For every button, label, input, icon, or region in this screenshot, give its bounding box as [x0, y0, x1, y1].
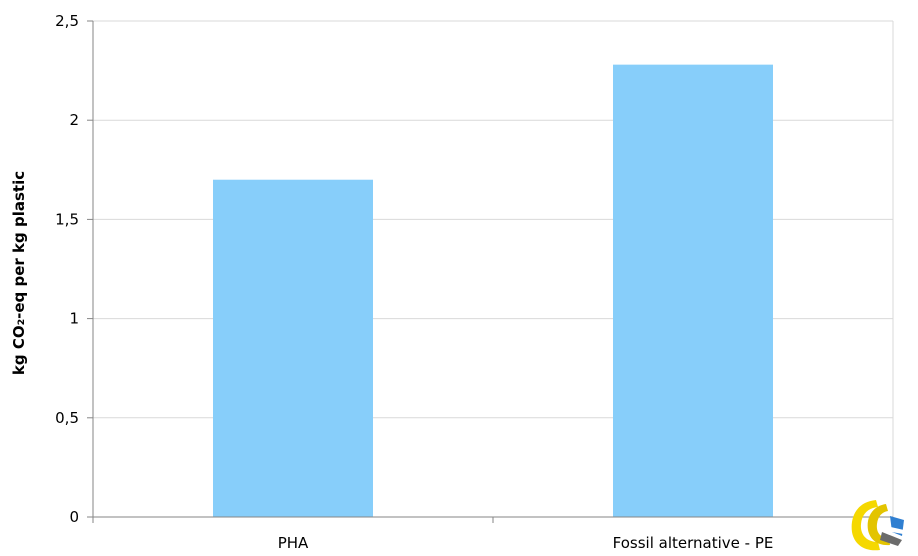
x-tick-label: Fossil alternative - PE: [613, 534, 774, 552]
axes: [87, 20, 894, 523]
y-tick-label: 0,5: [55, 409, 79, 427]
y-tick-label: 1: [69, 310, 79, 328]
bar-1: [213, 179, 373, 517]
y-tick-labels: 0 0,5 1 1,5 2 2,5: [55, 12, 79, 526]
y-axis-label: kg CO₂-eq per kg plastic: [10, 171, 28, 375]
y-tick-label: 2: [69, 111, 79, 129]
bar-2: [613, 64, 773, 517]
y-tick-label: 2,5: [55, 12, 79, 30]
x-tick-label: PHA: [278, 534, 309, 552]
y-tick-label: 1,5: [55, 210, 79, 228]
x-tick-labels: PHA Fossil alternative - PE: [278, 534, 774, 552]
bars: [213, 64, 773, 517]
y-tick-label: 0: [69, 508, 79, 526]
company-logo-icon: [851, 500, 904, 551]
